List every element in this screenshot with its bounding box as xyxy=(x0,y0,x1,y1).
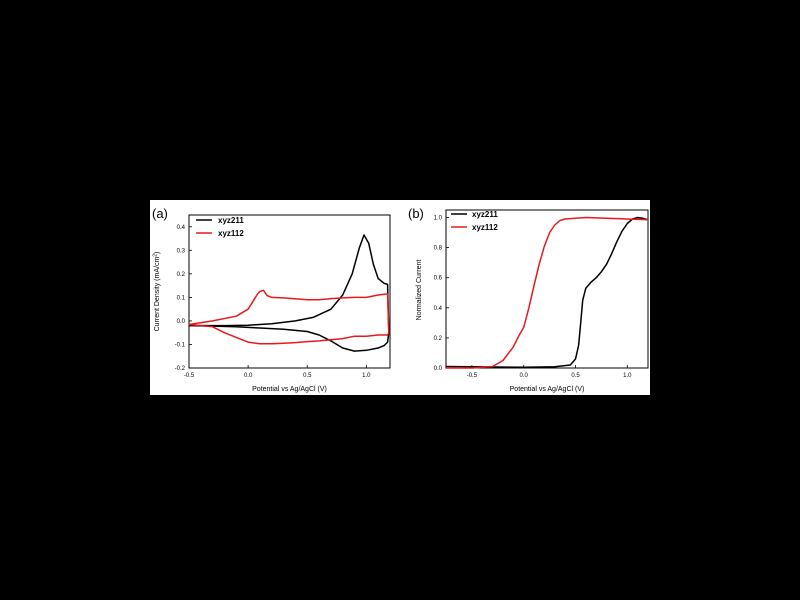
figure-svg: (a) -0.5 0.0 0.5 1.0 -0.2 -0.1 0.0 0.1 0.2 0.3 0.4… xyxy=(152,206,649,393)
series-line-b-1 xyxy=(445,216,649,368)
plot-frame-a xyxy=(188,214,391,369)
xlabel-b: Potential vs Ag/AgCl (V) xyxy=(510,386,585,393)
ylabel-a: Current Density (mA/cm2) xyxy=(153,252,162,332)
ytick-label-a: -0.1 xyxy=(175,342,186,348)
xtick-label-a: -0.5 xyxy=(184,373,195,379)
xtick-label-b: 0.5 xyxy=(571,373,580,379)
ytick-label-b: 0.0 xyxy=(434,366,443,372)
chart-b: (b) -0.5 0.0 0.5 1.0 0.0 0.2 0.4 0.6 0.8 1.0 xyz2… xyxy=(408,206,649,393)
ytick-label-b: 0.6 xyxy=(434,276,443,282)
ytick-label-a: 0.2 xyxy=(177,272,186,278)
ytick-label-b: 0.4 xyxy=(434,306,443,312)
plot-frame-b xyxy=(445,209,649,369)
legend-label-a-2: xyz112 xyxy=(218,229,244,238)
xtick-label-b: 1.0 xyxy=(623,373,632,379)
legend-label-b-2: xyz112 xyxy=(472,223,498,232)
legend-b: xyz211 xyz112 xyxy=(451,210,498,232)
series-line-a-2 xyxy=(188,289,390,345)
ylabel-b: Normalized Current xyxy=(416,260,423,321)
ytick-label-a: 0.0 xyxy=(177,319,186,325)
ylabel-a-main: Current Density (mA/cm xyxy=(154,257,161,332)
panel-label-a: (a) xyxy=(152,206,168,221)
legend-label-b-1: xyz211 xyxy=(472,210,498,219)
xtick-label-a: 0.0 xyxy=(244,373,253,379)
chart-a: (a) -0.5 0.0 0.5 1.0 -0.2 -0.1 0.0 0.1 0.2 0.3 0.4… xyxy=(152,206,391,393)
ytick-label-a: 0.4 xyxy=(177,225,186,231)
legend-label-a-1: xyz211 xyxy=(218,216,244,225)
ytick-label-a: 0.1 xyxy=(177,295,186,301)
xlabel-a: Potential vs Ag/AgCl (V) xyxy=(252,386,327,393)
xtick-label-b: -0.5 xyxy=(467,373,478,379)
panel-label-b: (b) xyxy=(408,206,424,221)
series-line-a-1 xyxy=(188,234,390,352)
xtick-label-a: 1.0 xyxy=(362,373,371,379)
xtick-label-a: 0.5 xyxy=(303,373,312,379)
series-line-b-2 xyxy=(446,216,649,369)
ylabel-a-end: ) xyxy=(154,252,161,254)
xtick-label-b: 0.0 xyxy=(520,373,529,379)
ytick-label-b: 0.2 xyxy=(434,336,443,342)
figure-panel: (a) -0.5 0.0 0.5 1.0 -0.2 -0.1 0.0 0.1 0.2 0.3 0.4… xyxy=(150,200,650,395)
ytick-label-b: 0.8 xyxy=(434,246,443,252)
ytick-label-a: -0.2 xyxy=(175,366,186,372)
ylabel-a-sup: 2 xyxy=(153,254,159,257)
ytick-label-b: 1.0 xyxy=(434,216,443,222)
legend-a: xyz211 xyz112 xyxy=(196,216,244,238)
ytick-label-a: 0.3 xyxy=(177,248,186,254)
